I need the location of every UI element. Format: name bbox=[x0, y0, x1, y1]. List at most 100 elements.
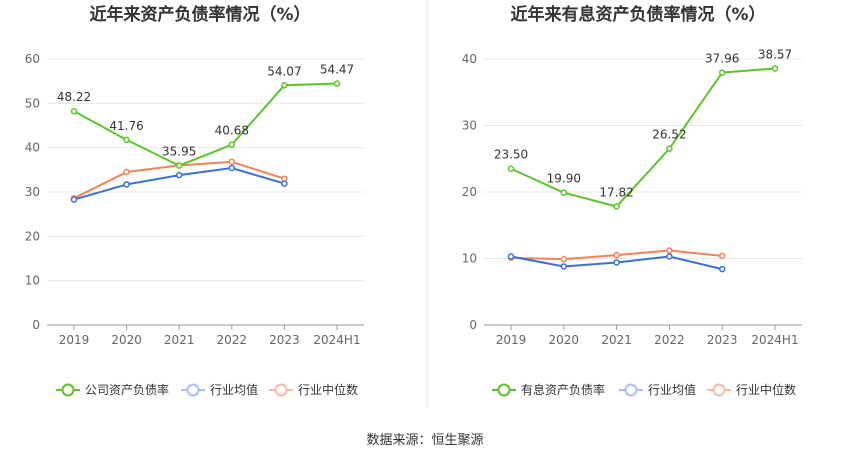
data-point[interactable] bbox=[613, 251, 620, 259]
x-tick-label: 2022 bbox=[217, 333, 248, 347]
legend-label: 行业均值 bbox=[648, 382, 696, 397]
x-tick-label: 2024H1 bbox=[313, 333, 360, 347]
x-tick-label: 2020 bbox=[549, 333, 580, 347]
series-line bbox=[73, 82, 338, 167]
y-tick-label: 30 bbox=[25, 185, 40, 199]
right-series: 23.50 19.90 17.82 26.52 37.96 38.57 bbox=[494, 48, 792, 273]
data-point[interactable] bbox=[228, 164, 236, 172]
y-tick-label: 20 bbox=[25, 229, 40, 243]
legend-label: 行业均值 bbox=[210, 382, 258, 397]
left-yticks: 0 10 20 30 40 50 60 bbox=[25, 52, 40, 332]
data-point[interactable] bbox=[718, 69, 726, 76]
data-point[interactable] bbox=[70, 196, 78, 203]
data-label: 41.76 bbox=[109, 119, 143, 133]
legend-marker-icon bbox=[186, 383, 200, 397]
data-label: 54.07 bbox=[267, 64, 301, 78]
data-point[interactable] bbox=[123, 181, 130, 188]
x-tick-label: 2023 bbox=[707, 333, 738, 347]
legend-item-interest-ratio[interactable]: 有息资产负债率 bbox=[492, 382, 605, 397]
data-point[interactable] bbox=[175, 162, 183, 169]
data-point[interactable] bbox=[560, 263, 568, 270]
right-xticks: 2019 2020 2021 2022 2023 2024H1 bbox=[496, 325, 799, 347]
data-point[interactable] bbox=[123, 168, 130, 176]
y-tick-label: 10 bbox=[25, 274, 40, 288]
x-tick-label: 2019 bbox=[496, 333, 527, 347]
data-label: 17.82 bbox=[599, 185, 633, 199]
legend-item-industry-average[interactable]: 行业均值 bbox=[181, 382, 258, 397]
data-label: 38.57 bbox=[758, 48, 792, 62]
legend-marker-icon bbox=[274, 383, 288, 397]
data-point[interactable] bbox=[613, 203, 620, 210]
legend-marker-icon bbox=[712, 383, 726, 397]
left-xticks: 2019 2020 2021 2022 2023 2024H1 bbox=[59, 325, 361, 347]
data-label: 23.50 bbox=[494, 148, 528, 162]
x-tick-label: 2024H1 bbox=[751, 333, 798, 347]
x-tick-label: 2021 bbox=[601, 333, 632, 347]
y-tick-label: 60 bbox=[25, 52, 40, 66]
data-point[interactable] bbox=[175, 171, 183, 179]
data-label: 37.96 bbox=[705, 52, 739, 66]
data-point[interactable] bbox=[507, 165, 515, 172]
legend-item-industry-average[interactable]: 行业均值 bbox=[619, 382, 696, 397]
y-tick-label: 30 bbox=[462, 119, 477, 133]
x-tick-label: 2023 bbox=[269, 333, 300, 347]
x-tick-label: 2019 bbox=[59, 333, 90, 347]
data-point[interactable] bbox=[666, 145, 673, 152]
left-chart-title: 近年来资产负债率情况（%） bbox=[89, 4, 310, 25]
legend-marker-icon bbox=[497, 383, 511, 397]
right-yticks: 0 10 20 30 40 bbox=[462, 52, 477, 332]
data-label: 35.95 bbox=[162, 145, 196, 159]
data-label: 26.52 bbox=[652, 128, 686, 142]
left-grid bbox=[47, 58, 364, 326]
y-tick-label: 10 bbox=[462, 252, 477, 266]
right-grid bbox=[484, 58, 802, 326]
data-point[interactable] bbox=[123, 136, 130, 144]
data-point[interactable] bbox=[228, 141, 236, 148]
right-legend: 有息资产负债率 行业均值 行业中位数 bbox=[492, 382, 796, 397]
data-point[interactable] bbox=[560, 255, 568, 263]
y-tick-label: 50 bbox=[25, 96, 40, 110]
legend-label: 公司资产负债率 bbox=[85, 382, 169, 397]
legend-item-industry-median[interactable]: 行业中位数 bbox=[269, 382, 358, 397]
data-point[interactable] bbox=[507, 253, 515, 260]
data-label: 54.47 bbox=[320, 63, 354, 77]
data-point[interactable] bbox=[70, 107, 78, 115]
data-source-note: 数据来源：恒生聚源 bbox=[366, 433, 484, 448]
x-tick-label: 2022 bbox=[654, 333, 685, 347]
legend-label: 行业中位数 bbox=[298, 382, 358, 397]
legend-label: 行业中位数 bbox=[736, 382, 796, 397]
legend-marker-icon bbox=[624, 383, 638, 397]
y-tick-label: 0 bbox=[469, 318, 477, 332]
series-line bbox=[510, 67, 776, 208]
data-point[interactable] bbox=[281, 82, 288, 89]
data-point[interactable] bbox=[281, 180, 288, 187]
data-label: 19.90 bbox=[547, 172, 581, 186]
left-chart: 近年来资产负债率情况（%） 0 10 20 30 40 50 60 2019 2020 2021… bbox=[25, 4, 364, 397]
y-tick-label: 20 bbox=[462, 185, 477, 199]
data-point[interactable] bbox=[771, 65, 779, 72]
data-point[interactable] bbox=[228, 158, 236, 166]
data-point[interactable] bbox=[718, 252, 726, 260]
legend-label: 有息资产负债率 bbox=[521, 382, 605, 397]
data-point[interactable] bbox=[333, 80, 341, 87]
data-point[interactable] bbox=[718, 265, 726, 273]
left-series: 48.22 41.76 35.95 40.68 54.07 54.47 bbox=[57, 63, 354, 203]
legend-item-industry-median[interactable]: 行业中位数 bbox=[707, 382, 796, 397]
legend-marker-icon bbox=[61, 383, 75, 397]
y-tick-label: 40 bbox=[25, 141, 40, 155]
data-point[interactable] bbox=[666, 253, 673, 260]
data-point[interactable] bbox=[666, 247, 673, 254]
left-legend: 公司资产负债率 行业均值 行业中位数 bbox=[56, 382, 358, 397]
legend-item-company-ratio[interactable]: 公司资产负债率 bbox=[56, 382, 169, 397]
data-point[interactable] bbox=[560, 189, 568, 196]
x-tick-label: 2020 bbox=[111, 333, 142, 347]
y-tick-label: 40 bbox=[462, 52, 477, 66]
y-tick-label: 0 bbox=[32, 318, 40, 332]
data-label: 40.68 bbox=[215, 124, 249, 138]
data-point[interactable] bbox=[613, 259, 620, 266]
data-label: 48.22 bbox=[57, 90, 91, 104]
x-tick-label: 2021 bbox=[164, 333, 195, 347]
right-chart-title: 近年来有息资产负债率情况（%） bbox=[510, 4, 765, 25]
